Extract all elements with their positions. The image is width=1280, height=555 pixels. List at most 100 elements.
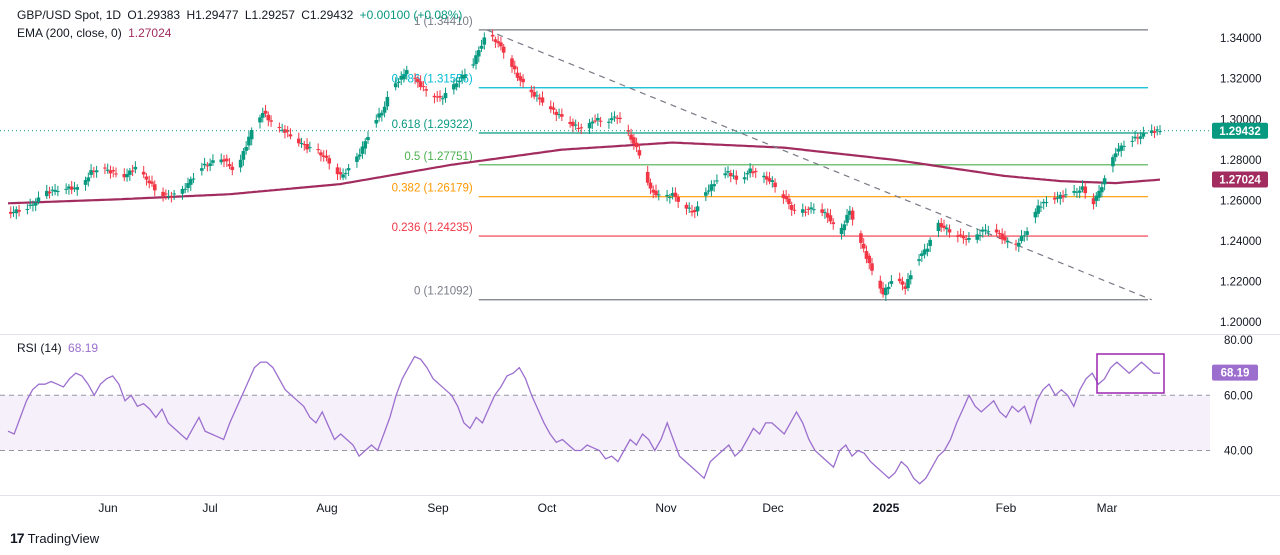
ema-legend[interactable]: EMA (200, close, 0) 1.27024 xyxy=(17,26,174,40)
candle-body xyxy=(202,163,207,166)
candle-body xyxy=(645,171,650,183)
fib-level-label: 0.786 (1.31556) xyxy=(392,74,473,86)
candle-body xyxy=(1102,178,1107,185)
candle-body xyxy=(399,75,404,80)
candle-body xyxy=(983,229,988,231)
candle-body xyxy=(1094,195,1099,201)
candle-body xyxy=(762,175,766,178)
candle-body xyxy=(355,156,359,162)
candle-body xyxy=(1136,137,1140,139)
candle-body xyxy=(1003,236,1007,241)
candle-body xyxy=(183,188,188,190)
candle-body xyxy=(75,187,80,190)
time-tick-label: Sep xyxy=(427,501,449,515)
symbol-header: GBP/USD Spot, 1D O1.29383 H1.29477 L1.29… xyxy=(17,8,465,22)
candle-body xyxy=(1072,191,1076,193)
candle-body xyxy=(382,106,387,113)
candle-body xyxy=(161,191,165,197)
candle-body xyxy=(978,235,982,237)
candle-body xyxy=(324,155,329,158)
candle-body xyxy=(704,192,708,196)
ema-value: 1.27024 xyxy=(128,26,172,40)
candle-body xyxy=(357,154,362,157)
candle-body xyxy=(266,114,271,121)
candle-body xyxy=(825,213,830,218)
candle-body xyxy=(64,188,68,190)
candle-body xyxy=(787,198,791,205)
candle-body xyxy=(967,238,971,240)
candle-body xyxy=(784,195,788,200)
candle-body xyxy=(728,173,733,177)
candle-body xyxy=(789,205,794,210)
candle-body xyxy=(928,239,932,246)
time-tick-label: Aug xyxy=(316,501,337,515)
candle-body xyxy=(557,114,561,116)
candle-body xyxy=(939,223,944,228)
candle-body xyxy=(130,170,135,172)
candle-body xyxy=(280,129,284,131)
candle-body xyxy=(94,170,99,173)
candle-body xyxy=(994,229,999,233)
candle-body xyxy=(637,150,642,156)
candle-body xyxy=(219,159,224,163)
candle-body xyxy=(532,92,536,97)
ema-label: EMA (200, close, 0) xyxy=(17,26,122,40)
time-tick-label: Mar xyxy=(1097,501,1118,515)
fib-level-label: 0.618 (1.29322) xyxy=(392,119,473,131)
candle-body xyxy=(1155,129,1160,131)
candle-body xyxy=(305,144,309,150)
price-tick-label: 1.20000 xyxy=(1220,317,1262,329)
candle-body xyxy=(535,95,539,97)
rsi-tick-label: 60.00 xyxy=(1224,390,1253,402)
candle-body xyxy=(632,137,636,144)
candle-body xyxy=(1116,148,1121,152)
candle-body xyxy=(380,112,384,116)
candle-body xyxy=(706,190,711,192)
candle-body xyxy=(277,127,282,129)
candle-body xyxy=(859,233,863,243)
candle-body xyxy=(89,170,93,175)
trendline xyxy=(486,29,1152,301)
rsi-legend[interactable]: RSI (14) 68.19 xyxy=(17,341,101,355)
tradingview-watermark[interactable]: 17 TradingView xyxy=(10,530,99,546)
candle-body xyxy=(44,190,49,197)
last-price-badge xyxy=(1212,122,1268,139)
candle-body xyxy=(1005,240,1010,243)
candle-body xyxy=(742,177,747,180)
candle-body xyxy=(432,95,437,98)
candle-body xyxy=(103,167,107,169)
candle-body xyxy=(17,210,21,212)
candle-body xyxy=(14,209,19,214)
price-tick-label: 1.32000 xyxy=(1220,74,1262,86)
candle-body xyxy=(770,180,775,182)
candle-body xyxy=(690,210,694,213)
candle-body xyxy=(715,180,719,182)
candle-body xyxy=(944,227,949,230)
candle-body xyxy=(1077,190,1082,193)
price-tick-label: 1.34000 xyxy=(1220,33,1262,45)
candle-body xyxy=(1100,187,1104,193)
candle-body xyxy=(1080,186,1085,190)
candle-body xyxy=(651,189,656,193)
rsi-value-text: 68.19 xyxy=(1221,368,1250,380)
candle-body xyxy=(612,116,617,118)
fib-level-label: 0.5 (1.27751) xyxy=(404,151,473,163)
candle-body xyxy=(540,97,545,103)
candle-body xyxy=(186,183,190,188)
candle-body xyxy=(537,97,542,100)
candle-body xyxy=(1022,235,1027,237)
price-tick-label: 1.24000 xyxy=(1220,236,1262,248)
candle-body xyxy=(654,190,658,196)
candle-body xyxy=(726,171,730,173)
candle-body xyxy=(501,46,506,53)
last-price-text: 1.29432 xyxy=(1219,126,1261,138)
candle-body xyxy=(1033,211,1038,218)
candle-body xyxy=(712,184,716,187)
candle-body xyxy=(230,166,235,170)
time-tick-label: Feb xyxy=(996,501,1017,515)
symbol-name[interactable]: GBP/USD Spot, 1D xyxy=(17,8,122,22)
candle-body xyxy=(56,191,60,193)
fib-level-label: 0.236 (1.24235) xyxy=(392,222,473,234)
candle-body xyxy=(956,235,960,237)
candle-body xyxy=(731,175,736,177)
